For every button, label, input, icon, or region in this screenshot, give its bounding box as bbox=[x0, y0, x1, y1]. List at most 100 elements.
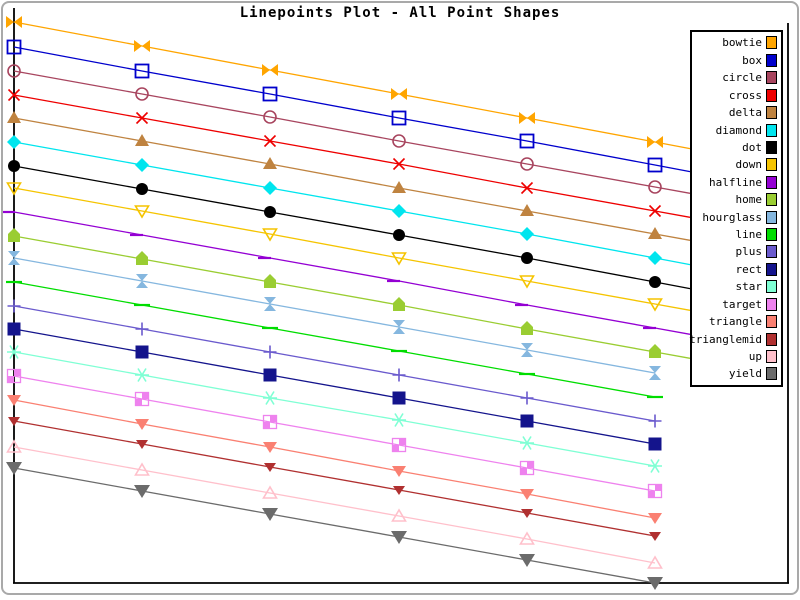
marker-box bbox=[647, 157, 663, 173]
marker-up bbox=[647, 555, 663, 569]
marker-yield bbox=[647, 577, 663, 590]
marker-down bbox=[262, 228, 278, 242]
legend-swatch-line bbox=[766, 228, 777, 242]
marker-dot bbox=[136, 183, 148, 195]
marker-triangle bbox=[263, 442, 277, 453]
marker-hourglass bbox=[649, 366, 661, 380]
marker-delta bbox=[392, 181, 406, 193]
legend-row: delta bbox=[694, 104, 777, 121]
legend-label-target: target bbox=[722, 297, 762, 311]
marker-yield bbox=[262, 508, 278, 521]
series-line-star bbox=[13, 351, 656, 467]
marker-delta bbox=[520, 204, 534, 216]
series-yield bbox=[6, 462, 663, 590]
marker-diamond bbox=[392, 204, 406, 218]
legend-swatch-rect bbox=[766, 262, 777, 276]
marker-home bbox=[521, 321, 533, 335]
marker-diamond bbox=[648, 251, 662, 265]
marker-trianglemid bbox=[649, 532, 661, 541]
legend-label-rect: rect bbox=[735, 262, 763, 276]
marker-diamond bbox=[263, 181, 277, 195]
legend-swatch-halfline bbox=[766, 175, 777, 189]
marker-dot bbox=[521, 252, 533, 264]
series-line-plus bbox=[13, 305, 656, 422]
legend-label-home: home bbox=[735, 193, 763, 207]
marker-trianglemid bbox=[136, 440, 148, 449]
legend-label-up: up bbox=[748, 350, 762, 364]
marker-target bbox=[262, 414, 278, 430]
marker-hourglass bbox=[521, 343, 533, 357]
marker-delta bbox=[263, 157, 277, 169]
legend-swatch-box bbox=[766, 53, 777, 67]
marker-triangle bbox=[520, 489, 534, 500]
legend-swatch-trianglemid bbox=[766, 332, 777, 346]
legend-swatch-cross bbox=[766, 88, 777, 102]
series-cross bbox=[7, 88, 691, 218]
series-diamond bbox=[7, 135, 691, 266]
legend-row: hourglass bbox=[694, 209, 777, 226]
legend-row: rect bbox=[694, 261, 777, 278]
series-triangle bbox=[7, 395, 662, 524]
marker-trianglemid bbox=[521, 509, 533, 518]
marker-bowtie bbox=[391, 88, 407, 100]
legend-row: up bbox=[694, 348, 777, 365]
series-rect bbox=[7, 322, 662, 451]
legend-label-line: line bbox=[735, 228, 763, 242]
marker-down bbox=[6, 182, 22, 196]
legend-label-circle: circle bbox=[722, 71, 762, 85]
chart-title: Linepoints Plot - All Point Shapes bbox=[239, 5, 561, 21]
marker-diamond bbox=[520, 227, 534, 241]
marker-bowtie bbox=[519, 112, 535, 124]
series-delta bbox=[7, 111, 691, 241]
marker-circle bbox=[7, 64, 21, 78]
legend-row: line bbox=[694, 226, 777, 243]
marker-box bbox=[6, 39, 22, 55]
marker-triangle bbox=[7, 395, 21, 406]
legend-swatch-plus bbox=[766, 245, 777, 259]
marker-target bbox=[134, 391, 150, 407]
marker-up bbox=[6, 439, 22, 453]
marker-circle bbox=[392, 134, 406, 148]
marker-bowtie bbox=[262, 64, 278, 76]
series-down bbox=[6, 182, 691, 312]
legend-label-box: box bbox=[742, 53, 762, 67]
marker-box bbox=[262, 86, 278, 102]
legend-label-delta: delta bbox=[728, 106, 762, 120]
legend-swatch-down bbox=[766, 158, 777, 172]
legend-label-diamond: diamond bbox=[715, 123, 762, 137]
series-circle bbox=[7, 64, 691, 194]
legend-row: triangle bbox=[694, 313, 777, 330]
series-line bbox=[6, 280, 663, 399]
series-line-home bbox=[13, 235, 691, 359]
marker-down bbox=[519, 275, 535, 289]
series-line-cross bbox=[13, 94, 691, 218]
marker-trianglemid bbox=[393, 486, 405, 495]
legend-swatch-star bbox=[766, 280, 777, 294]
marker-home bbox=[264, 274, 276, 288]
marker-diamond bbox=[135, 158, 149, 172]
legend-label-yield: yield bbox=[728, 367, 762, 381]
marker-delta bbox=[135, 134, 149, 146]
series-line-down bbox=[13, 187, 691, 311]
marker-cross bbox=[520, 181, 534, 195]
marker-circle bbox=[263, 110, 277, 124]
series-line-bowtie bbox=[13, 21, 691, 150]
legend-row: target bbox=[694, 296, 777, 313]
marker-hourglass bbox=[8, 251, 20, 265]
marker-star bbox=[648, 459, 662, 473]
legend-label-halfline: halfline bbox=[709, 175, 762, 189]
legend-swatch-yield bbox=[766, 367, 777, 381]
legend-label-dot: dot bbox=[742, 140, 762, 154]
marker-delta bbox=[648, 227, 662, 239]
legend-row: halfline bbox=[694, 174, 777, 191]
marker-target bbox=[519, 460, 535, 476]
series-trianglemid bbox=[8, 417, 661, 541]
marker-target bbox=[391, 437, 407, 453]
marker-home bbox=[393, 297, 405, 311]
marker-circle bbox=[520, 157, 534, 171]
legend-label-hourglass: hourglass bbox=[702, 210, 762, 224]
legend-label-star: star bbox=[735, 280, 763, 294]
marker-trianglemid bbox=[8, 417, 20, 426]
marker-star bbox=[392, 413, 406, 427]
legend-swatch-delta bbox=[766, 106, 777, 120]
